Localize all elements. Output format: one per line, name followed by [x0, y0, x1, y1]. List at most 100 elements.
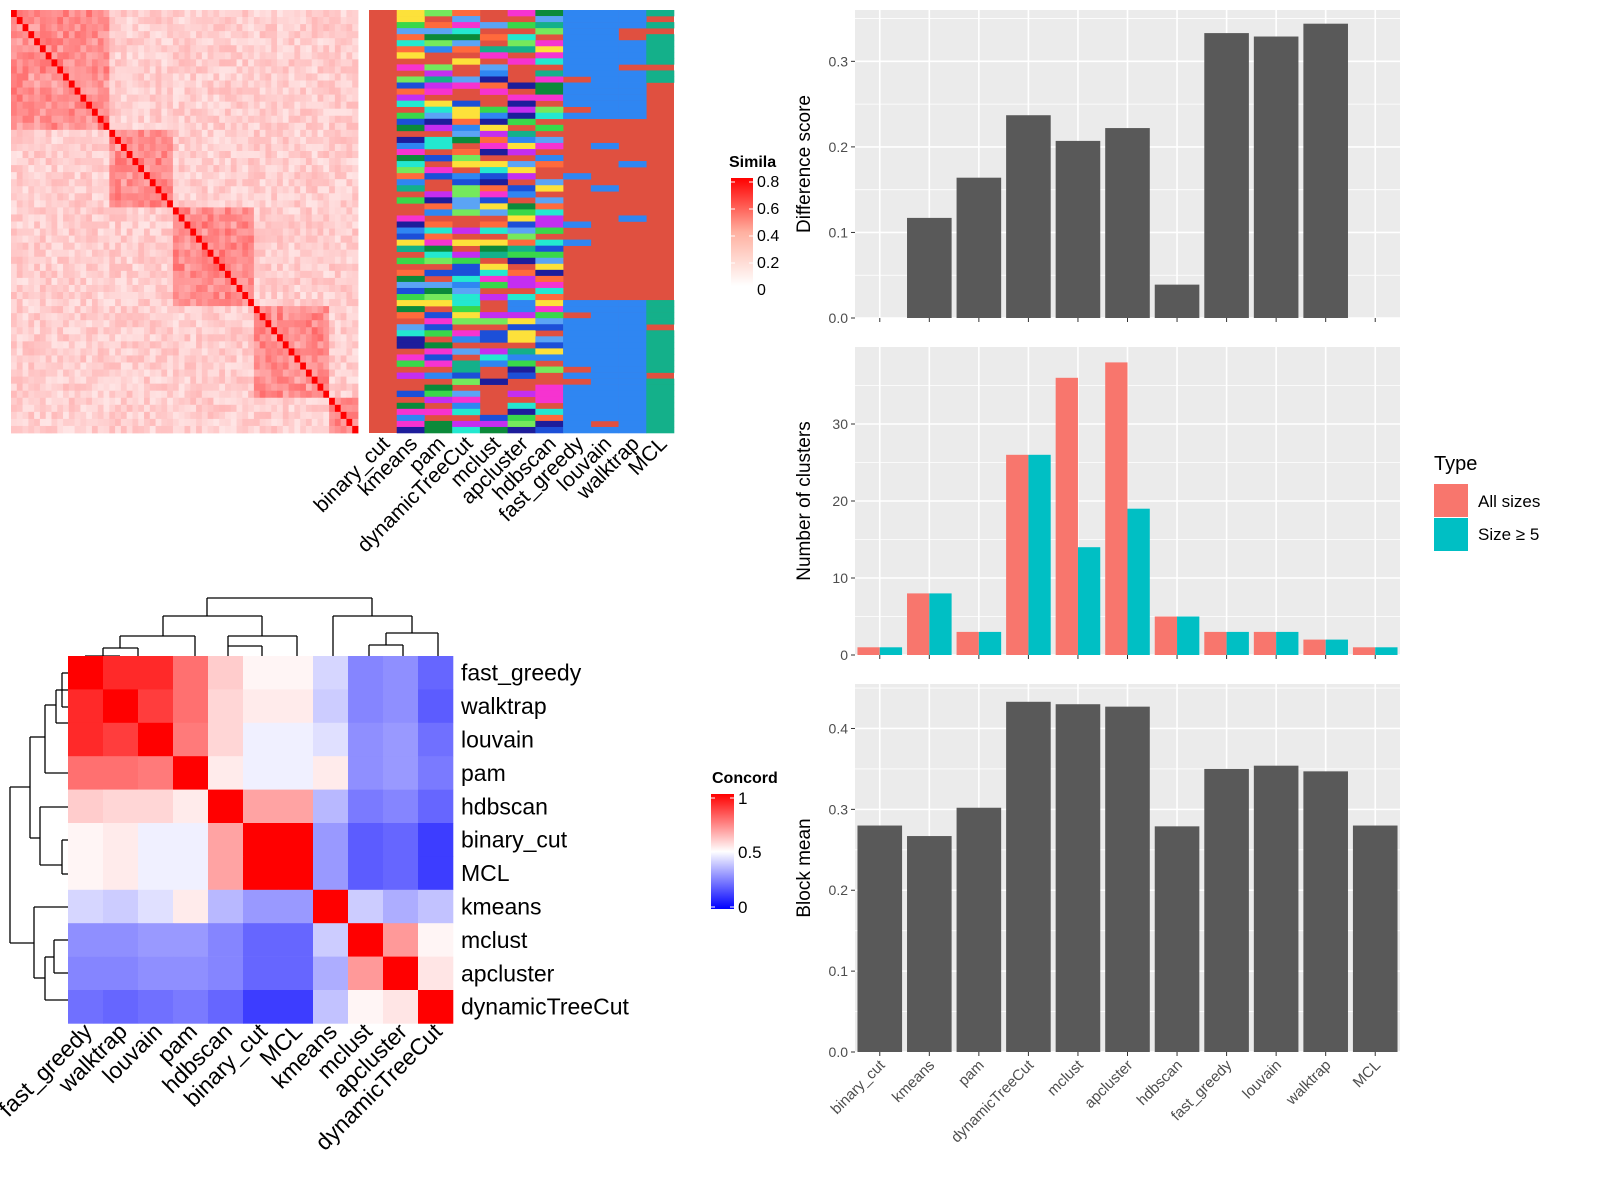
similarity-cell [80, 228, 87, 236]
similarity-cell [224, 52, 232, 60]
similarity-cell [196, 165, 203, 173]
similarity-cell [91, 249, 99, 258]
similarity-cell [346, 242, 353, 251]
similarity-cell [109, 270, 116, 279]
similarity-cell [190, 115, 197, 124]
similarity-cell [201, 94, 209, 103]
similarity-cell [16, 383, 23, 392]
similarity-cell [224, 383, 232, 392]
similarity-cell [213, 348, 220, 356]
similarity-cell [230, 242, 237, 251]
similarity-cell [149, 158, 156, 166]
similarity-cell [120, 390, 128, 399]
similarity-cell [300, 228, 307, 236]
similarity-cell [242, 404, 249, 413]
similarity-cell [115, 334, 122, 342]
similarity-cell [352, 193, 359, 201]
assignment-cell [563, 384, 592, 391]
similarity-cell [126, 313, 133, 321]
similarity-cell [236, 376, 243, 385]
similarity-cell [196, 292, 203, 300]
similarity-cell [242, 277, 249, 286]
similarity-cell [172, 165, 180, 173]
similarity-cell [16, 256, 23, 265]
assignment-cell [424, 100, 453, 107]
assignment-cell [396, 257, 425, 265]
similarity-cell [340, 59, 347, 67]
similarity-cell [311, 383, 318, 392]
similarity-cell [230, 80, 237, 88]
similarity-cell [109, 425, 116, 434]
assignment-cell [535, 28, 564, 35]
similarity-cell [248, 66, 255, 74]
assignment-cell [618, 342, 647, 349]
similarity-cell [11, 31, 18, 39]
similarity-cell [300, 45, 307, 53]
similarity-cell [242, 193, 249, 201]
similarity-cell [22, 369, 29, 377]
similarity-cell [22, 249, 29, 258]
similarity-cell [132, 87, 139, 95]
similarity-cell [340, 292, 347, 300]
concordance-cell [243, 689, 279, 724]
similarity-cell [230, 327, 237, 335]
assignment-cell [618, 426, 647, 434]
similarity-cell [34, 397, 41, 406]
similarity-cell [155, 306, 162, 314]
legend-swatch-size5 [1434, 518, 1468, 551]
similarity-cell [277, 193, 284, 201]
similarity-cell [329, 369, 336, 377]
similarity-cell [120, 355, 128, 363]
similarity-cell [340, 17, 347, 25]
similarity-cell [161, 320, 168, 328]
similarity-cell [45, 383, 52, 392]
similarity-cell [120, 165, 128, 173]
similarity-cell [207, 327, 214, 335]
similarity-cell [97, 221, 104, 229]
similarity-cell [120, 404, 128, 413]
similarity-cell [259, 256, 266, 265]
bar [1006, 701, 1051, 1052]
assignment-cell [563, 360, 592, 367]
similarity-cell [80, 263, 87, 272]
similarity-cell [294, 355, 301, 363]
similarity-cell [138, 390, 145, 399]
similarity-cell [340, 383, 347, 392]
similarity-cell [271, 101, 278, 110]
similarity-cell [178, 38, 185, 46]
similarity-cell [259, 73, 266, 81]
similarity-cell [11, 256, 18, 265]
similarity-cell [323, 270, 330, 279]
similarity-cell [184, 151, 191, 159]
similarity-cell [97, 256, 104, 265]
similarity-cell [282, 10, 289, 18]
similarity-cell [207, 165, 214, 173]
similarity-cell [74, 129, 81, 138]
assignment-cell [590, 366, 619, 373]
similarity-cell [334, 94, 342, 103]
assignment-cell [563, 100, 592, 107]
similarity-cell [352, 17, 359, 25]
assignment-cell [563, 40, 592, 47]
similarity-cell [68, 59, 76, 67]
similarity-cell [224, 334, 232, 342]
similarity-cell [230, 24, 237, 32]
similarity-cell [178, 101, 185, 110]
similarity-cell [45, 179, 52, 187]
similarity-cell [196, 122, 203, 131]
similarity-cell [28, 411, 35, 420]
assignment-cell [507, 402, 536, 410]
similarity-cell [34, 80, 41, 88]
similarity-cell [323, 355, 330, 363]
similarity-cell [91, 10, 99, 18]
assignment-cell [479, 167, 508, 174]
similarity-cell [144, 73, 151, 81]
similarity-cell [74, 73, 81, 81]
similarity-cell [115, 101, 122, 110]
similarity-cell [230, 45, 237, 53]
similarity-cell [155, 411, 162, 420]
similarity-cell [271, 24, 278, 32]
similarity-cell [161, 235, 168, 244]
similarity-cell [253, 136, 261, 145]
similarity-cell [282, 397, 289, 406]
